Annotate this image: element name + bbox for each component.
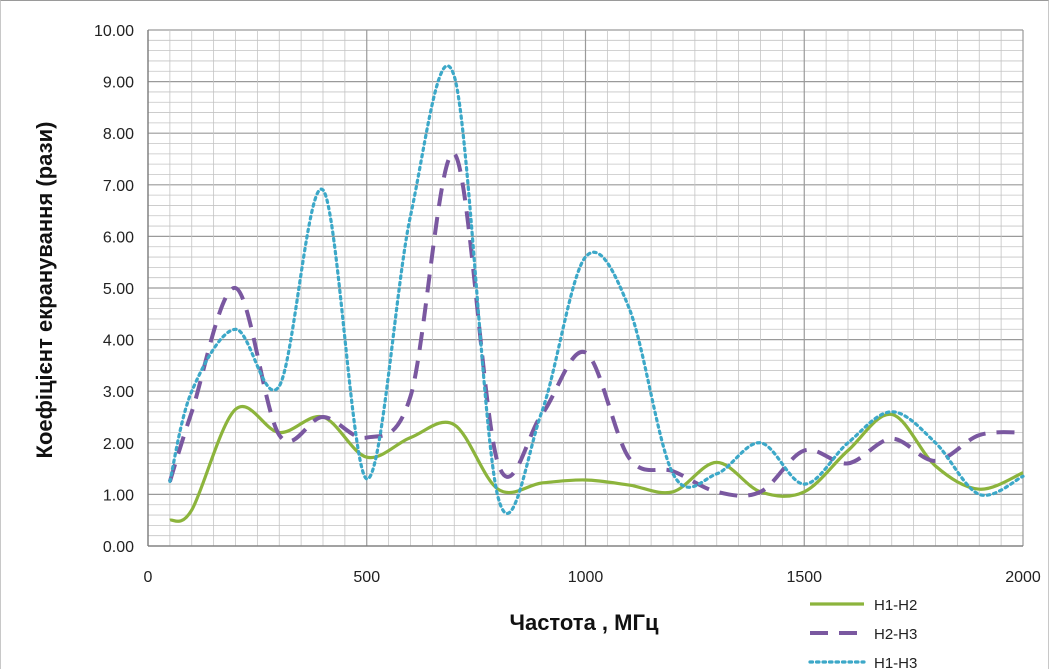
series-line-h2-h3 (167, 151, 1024, 498)
legend-label-h2-h3: H2-H3 (874, 626, 917, 643)
x-tick-label: 500 (353, 569, 380, 586)
y-axis-title: Коефіцієнт екранування (рази) (32, 122, 57, 459)
legend-label-h1-h2: H1-H2 (874, 597, 917, 614)
y-tick-label: 0.00 (103, 539, 134, 556)
y-tick-label: 4.00 (103, 333, 134, 350)
x-tick-label: 2000 (1005, 569, 1041, 586)
axes (147, 30, 1023, 547)
y-tick-label: 10.00 (94, 23, 134, 40)
y-tick-labels: 0.00 1.00 2.00 3.00 4.00 5.00 6.00 7.00 8.00 9.00… (94, 23, 134, 556)
series-lines (167, 64, 1025, 523)
y-tick-label: 3.00 (103, 384, 134, 401)
y-tick-label: 6.00 (103, 229, 134, 246)
series-line-h1-h3 (168, 64, 1025, 516)
legend-label-h1-h3: H1-H3 (874, 655, 917, 670)
legend: H1-H2 H2-H3 H1-H3 (808, 597, 917, 670)
grid (147, 29, 1024, 547)
y-tick-label: 5.00 (103, 281, 134, 298)
y-tick-label: 2.00 (103, 436, 134, 453)
x-tick-label: 1500 (786, 569, 822, 586)
series-line-h1-h2 (169, 405, 1024, 523)
y-tick-label: 9.00 (103, 75, 134, 92)
y-tick-label: 8.00 (103, 126, 134, 143)
y-tick-label: 7.00 (103, 178, 134, 195)
y-tick-label: 1.00 (103, 487, 134, 504)
x-axis-title: Частота , МГц (510, 610, 659, 635)
x-tick-label: 1000 (568, 569, 604, 586)
x-tick-labels: 0 500 1000 1500 2000 (144, 569, 1041, 586)
x-tick-label: 0 (144, 569, 153, 586)
